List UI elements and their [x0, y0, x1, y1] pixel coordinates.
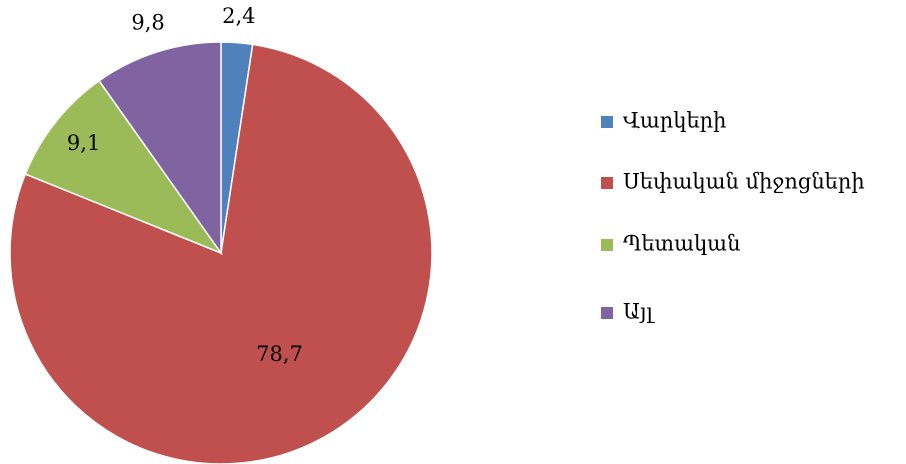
legend-label: Սեփական միջոցների: [623, 170, 865, 194]
data-label: 9,1: [67, 131, 100, 155]
data-label: 2,4: [222, 4, 255, 28]
legend-label: Վարկերի: [623, 109, 727, 133]
legend-swatch: [601, 307, 613, 319]
legend-label: Այլ: [623, 300, 656, 324]
data-label: 78,7: [256, 342, 303, 366]
legend-swatch: [601, 116, 613, 128]
data-label: 9,8: [131, 10, 164, 34]
legend-swatch: [601, 177, 613, 189]
pie-slice: [98, 41, 222, 256]
legend-label: Պետական: [623, 232, 740, 256]
pie-slice: [24, 79, 224, 255]
legend-swatch: [601, 239, 613, 251]
